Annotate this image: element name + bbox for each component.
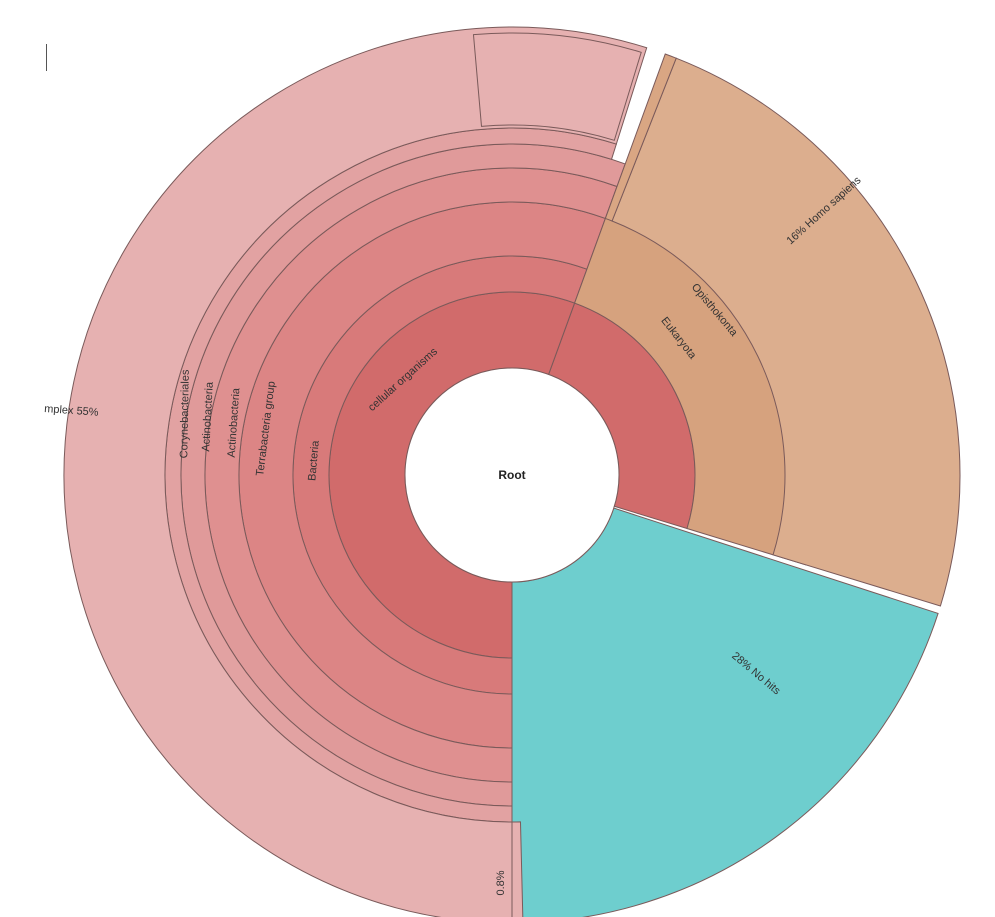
center-circle[interactable] xyxy=(404,367,620,583)
segment-small-0-8[interactable] xyxy=(511,821,524,917)
text-cursor xyxy=(46,44,47,71)
segment-opisthokonta-thin[interactable] xyxy=(604,53,677,222)
segment-homo-sapiens[interactable] xyxy=(611,57,961,607)
label-actinobacteria-1: Actinobacteria xyxy=(226,387,243,458)
label-actinobacteria-2: Actinobacteria xyxy=(200,381,216,452)
label-corynebacteriales: Corynebacteriales xyxy=(178,369,192,458)
segment-complex-sub[interactable] xyxy=(472,32,642,141)
center-hub[interactable]: Root xyxy=(404,367,620,583)
root-label: Root xyxy=(498,468,525,482)
segment-complex[interactable] xyxy=(63,26,648,917)
label-bacteria: Bacteria xyxy=(306,439,322,481)
chart-segments xyxy=(63,26,961,917)
label-complex: mplex 55% xyxy=(44,403,99,419)
label-small-percent: 0.8% xyxy=(495,870,507,895)
